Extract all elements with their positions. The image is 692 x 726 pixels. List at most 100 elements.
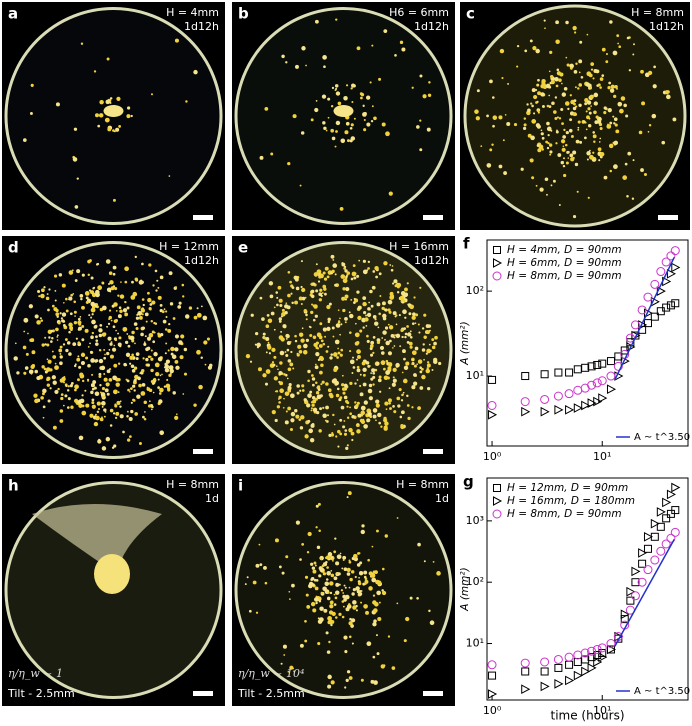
colony-dot [391, 382, 396, 387]
colony-dot [105, 99, 111, 105]
circle-marker [540, 657, 550, 667]
colony-dot [666, 94, 671, 100]
colony-dot [595, 69, 600, 74]
colony-dot [90, 390, 94, 395]
colony-dot [304, 575, 309, 579]
colony-dot [93, 286, 96, 289]
colony-dot [415, 374, 417, 377]
colony-dot [72, 269, 74, 272]
colony-dot [491, 143, 494, 146]
colony-dot [23, 330, 26, 333]
colony-dot [287, 270, 291, 274]
colony-dot [117, 342, 122, 347]
colony-dot [323, 65, 326, 69]
colony-dot [126, 379, 130, 383]
colony-dot [334, 537, 337, 540]
colony-dot [566, 150, 570, 154]
colony-dot [341, 383, 345, 387]
colony-dot [388, 191, 393, 196]
colony-dot [379, 390, 382, 393]
colony-dot [434, 335, 438, 340]
colony-dot [98, 333, 103, 338]
colony-dot [53, 274, 58, 278]
colony-dot [372, 351, 375, 355]
colony-dot [47, 399, 51, 403]
colony-dot [411, 406, 414, 409]
colony-dot [91, 373, 94, 376]
colony-dot [126, 114, 131, 119]
colony-dot [104, 353, 106, 356]
colony-dot [346, 572, 351, 576]
colony-dot [93, 386, 97, 390]
colony-dot [380, 360, 386, 366]
colony-dot [350, 277, 354, 281]
colony-dot [131, 330, 135, 335]
triangle-marker [521, 684, 531, 695]
colony-dot [153, 321, 156, 325]
colony-dot [287, 670, 290, 673]
colony-dot [319, 407, 323, 411]
triangle-marker [671, 262, 681, 273]
colony-dot [335, 91, 341, 96]
colony-dot [267, 318, 273, 324]
colony-dot [366, 339, 370, 343]
colony-dot [311, 395, 316, 400]
colony-dot [546, 126, 552, 132]
colony-dot [31, 350, 36, 355]
colony-dot [383, 367, 386, 371]
colony-dot [558, 78, 562, 82]
colony-dot [310, 289, 315, 294]
colony-dot [144, 411, 146, 413]
colony-dot [362, 418, 365, 421]
colony-dot [555, 20, 559, 25]
colony-dot [625, 114, 629, 118]
colony-dot [112, 325, 116, 329]
colony-dot [129, 390, 131, 393]
colony-dot [113, 344, 116, 347]
colony-dot [66, 341, 71, 345]
panel-time: 1d [435, 492, 449, 505]
colony-dot [255, 611, 259, 614]
colony-dot [431, 345, 436, 350]
colony-dot [402, 391, 405, 394]
colony-dot [381, 567, 385, 571]
colony-dot [428, 609, 431, 613]
colony-dot [350, 87, 353, 90]
colony-dot [388, 310, 392, 314]
colony-dot [281, 571, 285, 575]
colony-dot [346, 670, 351, 674]
colony-dot [91, 319, 96, 325]
colony-dot [276, 365, 278, 368]
triangle-marker [656, 507, 666, 517]
colony-dot [565, 56, 568, 59]
colony-dot [284, 310, 288, 315]
panel-height: H6 = 6mm [389, 6, 449, 19]
colony-dot [586, 115, 590, 120]
colony-dot [379, 295, 382, 297]
colony-dot [299, 184, 302, 187]
colony-dot [356, 274, 360, 278]
colony-dot [118, 336, 122, 340]
colony-dot [335, 582, 340, 587]
colony-dot [425, 352, 428, 355]
colony-dot [91, 404, 96, 409]
colony-dot [360, 410, 366, 416]
colony-dot [396, 602, 399, 605]
colony-dot [376, 580, 382, 586]
colony-dot [371, 577, 377, 583]
colony-dot [350, 123, 354, 127]
colony-dot [371, 44, 374, 47]
colony-dot [362, 326, 365, 329]
colony-dot [111, 347, 117, 352]
colony-dot [348, 560, 352, 564]
colony-dot [110, 341, 113, 344]
colony-dot [315, 263, 318, 266]
colony-dot [587, 196, 590, 199]
circle-marker [553, 654, 563, 664]
colony-dot [307, 419, 311, 423]
colony-dot [155, 372, 160, 377]
colony-dot [163, 308, 166, 310]
colony-dot [366, 641, 372, 647]
colony-dot [64, 338, 68, 341]
colony-dot [326, 555, 330, 560]
